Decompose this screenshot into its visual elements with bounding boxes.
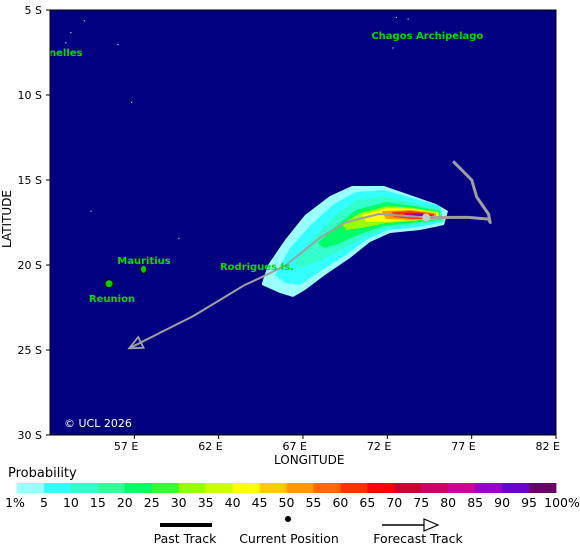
lat-tick-label: 30 S [18,429,42,442]
lat-tick-label: 20 S [18,259,42,272]
islet [83,20,85,22]
scale-label: 30 [170,495,187,510]
scale-swatch [151,483,180,493]
place-label: Rodrigues Is. [220,262,294,273]
forecast-arrowhead-symbol [423,518,440,532]
copyright-text: © UCL 2026 [64,417,132,430]
islet [117,44,119,46]
place-label: Reunion [89,294,135,305]
islet [130,101,133,103]
lon-tick-label: 62 E [198,440,222,453]
current-position-symbol [285,516,291,522]
cyclone-tracks [127,160,492,350]
scale-label: 15 [89,495,106,510]
scale-swatch [475,483,503,493]
scale-label: 20 [116,495,133,510]
lon-tick-label: 67 E [283,440,307,453]
scale-label: 40 [224,495,241,510]
scale-swatch [421,483,449,493]
forecast-track-line [128,213,427,350]
land-masses [65,16,409,289]
scale-label: 25 [143,495,160,510]
y-axis-title: LATITUDE [0,189,15,249]
scale-swatch [97,483,126,493]
scale-label: 75 [413,495,430,510]
scale-swatch [124,483,153,493]
x-axis-title: LONGITUDE [274,453,345,467]
scale-label: 60 [332,495,349,510]
scale-label: 80 [440,495,457,510]
scale-label: 55 [305,495,322,510]
probability-color-scale [17,483,557,493]
current-position-label: Current Position [239,531,339,546]
scale-label: 50 [278,495,295,510]
forecast-track-label: Forecast Track [373,531,463,546]
place-label: nelles [49,48,83,59]
islet [407,18,409,20]
scale-swatch [367,483,395,493]
scale-label: 65 [359,495,376,510]
scale-swatch [340,483,368,493]
lat-tick-label: 15 S [18,174,42,187]
place-labels: Chagos Archipelago nelles Mauritius Reunion… [49,31,483,305]
islet [65,42,67,44]
scale-swatch [70,483,99,493]
map-frame [49,9,557,436]
scale-label: 5 [39,495,48,510]
lat-tick-label: 25 S [18,344,42,357]
lon-tick-label: 72 E [367,440,391,453]
scale-label: 70 [386,495,403,510]
scale-label: 90 [494,495,511,510]
islet [70,32,72,34]
axis-ticks: 5 S 10 S 15 S 20 S 25 S 30 S 57 E 62 E 67 E 72 E 7… [18,4,561,453]
scale-swatch [178,483,207,493]
scale-label: 10 [62,495,79,510]
islet [392,47,394,49]
probability-title: Probability [8,466,77,481]
islet [178,237,180,239]
scale-swatch [17,483,45,493]
scale-swatch [286,483,314,493]
scale-swatch [43,483,72,493]
legend-symbols [160,516,440,532]
scale-swatch [448,483,476,493]
mauritius-island [140,264,148,274]
past-track-line [426,160,492,224]
lat-tick-label: 10 S [18,89,42,102]
forecast-arrowhead [127,335,146,350]
lon-tick-label: 77 E [451,440,475,453]
reunion-island [104,279,114,289]
scale-label: 95 [521,495,537,510]
place-label: Chagos Archipelago [371,31,483,42]
lat-tick-label: 5 S [25,4,42,17]
lon-tick-label: 82 E [536,440,560,453]
probability-swath [262,186,448,297]
past-track-label: Past Track [153,531,217,546]
scale-swatch [313,483,341,493]
scale-swatch [394,483,422,493]
islet [395,16,397,18]
islet [90,210,92,212]
lon-tick-label: 57 E [114,440,138,453]
scale-swatch [205,483,233,493]
scale-swatch [529,483,557,493]
scale-swatch [502,483,530,493]
scale-label: 85 [467,495,484,510]
current-position-marker [422,213,431,222]
scale-label: 100% [544,495,580,510]
place-label: Mauritius [117,256,171,267]
scale-swatch [259,483,287,493]
scale-label: 45 [251,495,268,510]
scale-swatch [232,483,260,493]
scale-label: 1% [5,495,25,510]
scale-label: 35 [197,495,214,510]
